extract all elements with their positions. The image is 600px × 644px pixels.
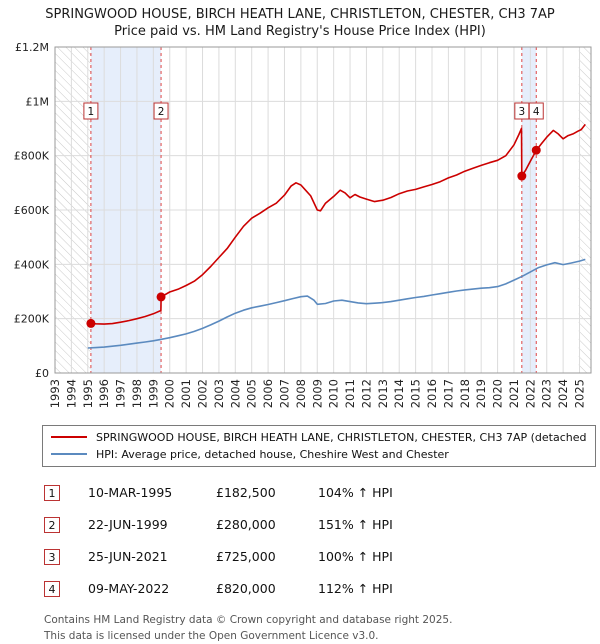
y-axis-tick-label: £800K	[14, 149, 50, 162]
sale-date: 25-JUN-2021	[88, 549, 168, 565]
page-title: SPRINGWOOD HOUSE, BIRCH HEATH LANE, CHRI…	[45, 7, 555, 22]
sale-marker-dot	[531, 145, 541, 155]
x-axis-tick-label: 2000	[163, 379, 177, 408]
x-axis-tick-label: 2010	[327, 379, 341, 408]
x-axis-tick-label: 2021	[507, 379, 521, 408]
x-axis-tick-label: 2011	[343, 379, 357, 408]
sale-row: 3 25-JUN-2021 £725,000 100% ↑ HPI	[44, 541, 468, 573]
sale-price: £280,000	[216, 517, 276, 533]
x-axis-tick-label: 2016	[425, 379, 439, 408]
plot-border	[54, 46, 592, 374]
x-axis-tick-label: 1993	[48, 379, 62, 408]
y-axis-tick-label: £1M	[26, 95, 50, 108]
sale-price: £820,000	[216, 581, 276, 597]
sale-hpi-percent: 151% ↑ HPI	[318, 517, 393, 533]
x-axis-tick-label: 2018	[458, 379, 472, 408]
sale-number-badge-label: 3	[518, 106, 525, 118]
sale-row: 1 10-MAR-1995 £182,500 104% ↑ HPI	[44, 477, 468, 509]
price-line-swatch	[51, 436, 87, 439]
sale-number-badge: 2	[44, 516, 60, 533]
legend-item-price: SPRINGWOOD HOUSE, BIRCH HEATH LANE, CHRI…	[51, 429, 587, 446]
sales-table: 1 10-MAR-1995 £182,500 104% ↑ HPI 2 22-JUN-19…	[44, 477, 468, 605]
legend-item-hpi: HPI: Average price, detached house, Ches…	[51, 446, 587, 463]
sale-hpi-percent: 100% ↑ HPI	[318, 549, 393, 565]
x-axis-tick-label: 2020	[491, 379, 505, 408]
sale-hpi-percent: 104% ↑ HPI	[318, 485, 393, 501]
x-axis-tick-label: 2009	[310, 379, 324, 408]
footer: Contains HM Land Registry data © Crown c…	[44, 613, 600, 644]
sale-price: £182,500	[216, 485, 276, 501]
hpi-line-swatch	[51, 453, 87, 456]
x-axis-tick-label: 2012	[359, 379, 373, 408]
page-subtitle: Price paid vs. HM Land Registry's House …	[114, 23, 486, 39]
y-axis-tick-label: £600K	[14, 204, 50, 217]
y-axis-tick-label: £1.2M	[15, 41, 49, 54]
x-axis-tick-label: 1994	[64, 379, 78, 408]
sale-marker-dot	[156, 292, 166, 302]
sale-date: 09-MAY-2022	[88, 581, 170, 597]
x-axis-tick-label: 2005	[245, 379, 259, 408]
x-axis-tick-label: 2024	[556, 379, 570, 408]
x-axis-tick-label: 2006	[261, 379, 275, 408]
sale-number-badge	[83, 102, 99, 120]
x-axis-tick-label: 2007	[277, 379, 291, 408]
x-axis-tick-label: 1997	[114, 379, 128, 408]
x-axis-tick-label: 2013	[376, 379, 390, 408]
sale-price: £725,000	[216, 549, 276, 565]
sale-number-badge	[528, 102, 544, 120]
x-axis-tick-label: 2017	[441, 379, 455, 408]
x-axis-tick-label: 2008	[294, 379, 308, 408]
x-axis-tick-label: 2015	[409, 379, 423, 408]
x-axis-tick-label: 2014	[392, 379, 406, 408]
sale-marker-dot	[86, 318, 96, 328]
x-axis-tick-label: 1996	[97, 379, 111, 408]
x-axis-tick-label: 2004	[228, 379, 242, 408]
y-axis-tick-label: £200K	[14, 312, 50, 325]
footer-licence-line: This data is licensed under the Open Gov…	[44, 629, 379, 642]
x-axis-tick-label: 2002	[196, 379, 210, 408]
sale-number-badge: 3	[44, 548, 60, 565]
sale-number-badge	[153, 102, 169, 120]
x-axis-tick-label: 2025	[573, 379, 587, 408]
x-axis-tick-label: 2022	[523, 379, 537, 408]
sale-hpi-percent: 112% ↑ HPI	[318, 581, 393, 597]
sale-date: 22-JUN-1999	[88, 517, 168, 533]
chart-legend: SPRINGWOOD HOUSE, BIRCH HEATH LANE, CHRI…	[42, 424, 596, 467]
x-axis-tick-label: 2019	[474, 379, 488, 408]
x-axis-tick-label: 2001	[179, 379, 193, 408]
y-axis-tick-label: £0	[35, 367, 49, 380]
sale-number-badge: 4	[44, 580, 60, 597]
x-axis-tick-label: 1995	[81, 379, 95, 408]
sale-number-badge-label: 1	[88, 106, 95, 118]
hpi-average-line	[87, 258, 586, 349]
legend-label-price: SPRINGWOOD HOUSE, BIRCH HEATH LANE, CHRI…	[96, 430, 587, 444]
sale-row: 2 22-JUN-1999 £280,000 151% ↑ HPI	[44, 509, 468, 541]
x-axis-tick-label: 2003	[212, 379, 226, 408]
y-axis-tick-label: £400K	[14, 258, 50, 271]
x-axis-tick-label: 1999	[146, 379, 160, 408]
sale-number-badge: 1	[44, 484, 60, 501]
sale-marker-dot	[517, 171, 527, 181]
sale-row: 4 09-MAY-2022 £820,000 112% ↑ HPI	[44, 573, 468, 605]
sale-number-badge-label: 2	[158, 106, 165, 118]
footer-copyright-line: Contains HM Land Registry data © Crown c…	[44, 613, 453, 626]
x-axis-tick-label: 1998	[130, 379, 144, 408]
legend-label-hpi: HPI: Average price, detached house, Ches…	[96, 447, 449, 461]
sale-number-badge-label: 4	[533, 106, 540, 118]
title-block: SPRINGWOOD HOUSE, BIRCH HEATH LANE, CHRI…	[0, 0, 600, 41]
x-axis-tick-label: 2023	[540, 379, 554, 408]
sale-date: 10-MAR-1995	[88, 485, 173, 501]
